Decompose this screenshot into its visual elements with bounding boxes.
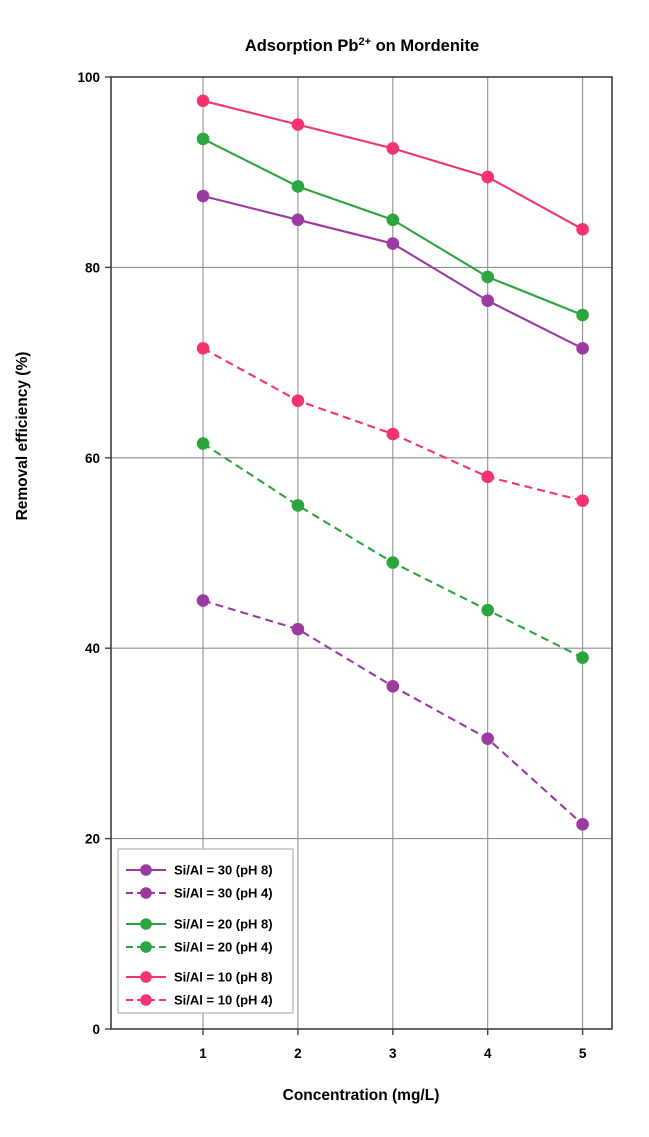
legend-label: Si/Al = 30 (pH 4) — [174, 886, 273, 901]
x-tick-label: 5 — [579, 1046, 587, 1061]
data-series — [196, 94, 589, 831]
data-point-marker — [196, 132, 210, 146]
data-point-marker — [576, 818, 589, 831]
data-point-marker — [291, 394, 305, 407]
data-point-marker — [576, 308, 589, 322]
x-tick-label: 1 — [199, 1046, 207, 1061]
data-point-marker — [196, 94, 210, 108]
legend-box — [117, 848, 294, 1014]
data-point-marker — [576, 342, 589, 355]
chart-title-text: Adsorption Pb2+ on Mordenite — [245, 36, 479, 55]
data-point-marker — [291, 118, 305, 131]
x-tick-label: 4 — [484, 1046, 492, 1061]
y-tick-label: 20 — [85, 832, 100, 847]
legend-sample-marker — [140, 941, 152, 953]
data-point-marker — [386, 556, 400, 569]
data-point-marker — [386, 213, 400, 227]
data-point-marker — [386, 237, 400, 250]
legend-sample-marker — [140, 918, 152, 930]
data-point-marker — [481, 732, 494, 745]
axis-ticks — [105, 76, 584, 1035]
x-axis-title: Concentration (mg/L) — [283, 1087, 440, 1104]
legend: Si/Al = 30 (pH 8) Si/Al = 30 (pH 4) Si/Al … — [117, 848, 294, 1014]
chart-title: Adsorption Pb2+ on Mordenite — [245, 36, 479, 55]
data-point-marker — [291, 213, 305, 227]
data-point-marker — [576, 223, 589, 236]
data-point-marker — [291, 622, 305, 636]
gridlines — [111, 77, 612, 1029]
data-point-marker — [576, 494, 589, 507]
legend-label: Si/Al = 20 (pH 4) — [174, 940, 273, 955]
legend-sample-marker — [140, 887, 152, 899]
y-axis-title: Removal efficiency (%) — [14, 352, 31, 521]
data-point-marker — [386, 142, 400, 155]
data-point-marker — [386, 679, 400, 693]
y-tick-label: 80 — [85, 260, 100, 275]
data-point-marker — [291, 180, 305, 193]
y-tick-label: 40 — [85, 641, 100, 656]
legend-label: Si/Al = 20 (pH 8) — [174, 917, 273, 932]
data-point-marker — [481, 270, 494, 284]
plot-border — [110, 76, 613, 1030]
legend-sample-marker — [140, 971, 152, 983]
data-point-marker — [196, 342, 210, 355]
data-point-marker — [481, 294, 494, 308]
legend-sample-marker — [140, 864, 152, 876]
data-point-marker — [196, 189, 210, 203]
x-tick-label: 3 — [389, 1046, 397, 1061]
data-point-marker — [386, 427, 400, 441]
legend-label: Si/Al = 30 (pH 8) — [174, 863, 273, 878]
data-point-marker — [576, 651, 589, 665]
legend-label: Si/Al = 10 (pH 8) — [174, 970, 273, 985]
data-point-marker — [481, 603, 494, 617]
data-point-marker — [196, 437, 210, 450]
y-tick-label: 0 — [92, 1022, 100, 1037]
y-tick-label: 100 — [77, 70, 100, 85]
data-point-marker — [196, 594, 210, 607]
y-tick-label: 60 — [85, 451, 100, 466]
data-point-marker — [291, 499, 305, 512]
data-point-marker — [481, 170, 494, 184]
axis-tick-labels: 0 20 40 60 80 100 1 2 3 4 5 — [77, 70, 586, 1061]
legend-sample-marker — [140, 994, 152, 1006]
legend-label: Si/Al = 10 (pH 4) — [174, 993, 273, 1008]
x-tick-label: 2 — [294, 1046, 302, 1061]
data-point-marker — [481, 470, 494, 484]
